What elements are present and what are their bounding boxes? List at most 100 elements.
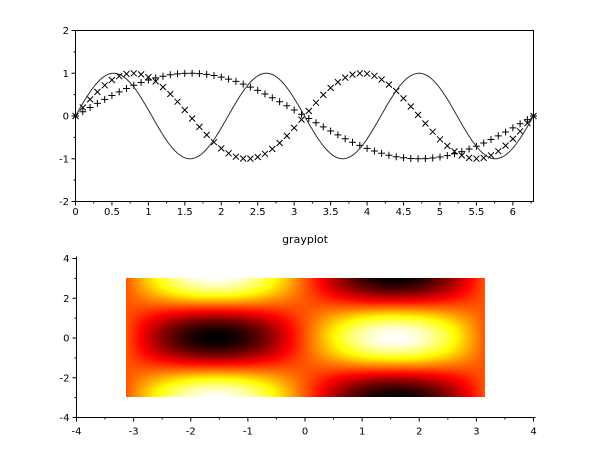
marker-plus [334,131,342,139]
marker-x [334,78,342,86]
marker-plus [523,116,531,124]
marker-plus [509,124,517,132]
x-tick-label: 4.5 [396,207,412,218]
marker-x [458,152,466,159]
marker-plus [225,75,233,83]
heatmap-canvas [126,278,485,397]
marker-plus [349,138,356,146]
marker-x [436,135,444,143]
marker-plus [370,147,378,155]
marker-plus [436,153,444,161]
marker-x [298,116,305,123]
marker-x [305,107,313,115]
marker-x [407,103,415,110]
marker-x [268,145,276,153]
marker-x [101,81,109,89]
marker-plus [159,72,167,80]
marker-x [465,154,473,162]
marker-x [123,70,130,78]
marker-x [516,127,524,135]
marker-plus [210,72,218,79]
x-tick-label: 3 [291,207,297,218]
top-plot: 0 0.5 1 1.5 2 2.5 3 3.5 4 4.5 5 5.5 6 -2 -1 0 1 2 [59,26,537,218]
marker-x [79,104,87,111]
marker-plus [101,95,109,103]
marker-plus [166,71,174,79]
marker-plus [414,155,422,163]
y-tick-label: -2 [59,197,69,208]
x-tick-label: 5.5 [468,207,484,218]
marker-x [196,123,203,131]
y-tick-label: 0 [63,112,69,123]
marker-plus [458,148,466,156]
marker-plus [494,132,502,140]
marker-plus [363,144,371,152]
marker-x [327,84,334,92]
marker-x [451,148,458,155]
marker-x [247,155,254,162]
marker-x [108,76,116,84]
marker-x [181,106,189,114]
marker-plus [327,127,335,135]
marker-plus [246,83,254,91]
marker-x [509,135,517,143]
marker-plus [232,77,240,85]
marker-x [203,131,211,139]
series-sin(2x) [72,69,537,163]
marker-x [378,76,385,83]
x-tick-label: -4 [72,427,82,438]
marker-plus [378,149,386,157]
x-tick-label: -2 [186,427,196,438]
line-sin(3x) [75,72,534,160]
marker-x [473,155,480,163]
y-tick-label: -1 [59,154,69,165]
marker-x [283,132,291,140]
y-tick-label: 4 [63,254,69,265]
marker-plus [421,155,429,163]
marker-x [356,69,364,77]
marker-plus [290,106,298,114]
marker-plus [283,102,291,110]
marker-plus [502,128,510,136]
marker-plus [188,69,196,77]
marker-x [429,128,437,136]
bottom-plot-title: grayplot [282,233,329,246]
y-tick-label: -4 [60,413,70,424]
marker-plus [516,120,524,128]
marker-x [232,153,240,161]
y-tick-label: 2 [63,294,69,305]
marker-x [174,98,181,106]
x-tick-label: 1 [359,427,365,438]
marker-plus [239,80,247,88]
marker-x [494,147,502,155]
marker-plus [268,94,276,102]
x-tick-label: 6 [510,207,516,218]
marker-x [371,72,378,80]
marker-plus [261,90,269,98]
marker-x [502,142,509,149]
y-tick-label: 1 [63,69,69,80]
marker-x [261,150,269,158]
x-tick-label: 0.5 [104,207,120,218]
marker-plus [152,74,160,82]
marker-x [86,96,94,103]
y-tick-label: -2 [60,373,70,384]
marker-plus [443,152,451,160]
marker-plus [480,139,488,147]
bottom-plot: -4 -3 -2 -1 0 1 2 3 4 -4 -2 0 2 4 [60,254,537,438]
y-tick-label: 2 [63,26,69,37]
x-tick-label: 5 [437,207,443,218]
marker-plus [203,70,211,78]
marker-x [349,71,356,78]
marker-plus [217,73,225,81]
x-tick-label: 3 [473,427,479,438]
marker-x [276,139,283,147]
x-tick-label: 3.5 [323,207,339,218]
marker-x [94,88,101,96]
x-tick-label: 2 [416,427,422,438]
marker-x [524,119,531,127]
marker-x [152,78,160,85]
marker-x [225,149,232,157]
